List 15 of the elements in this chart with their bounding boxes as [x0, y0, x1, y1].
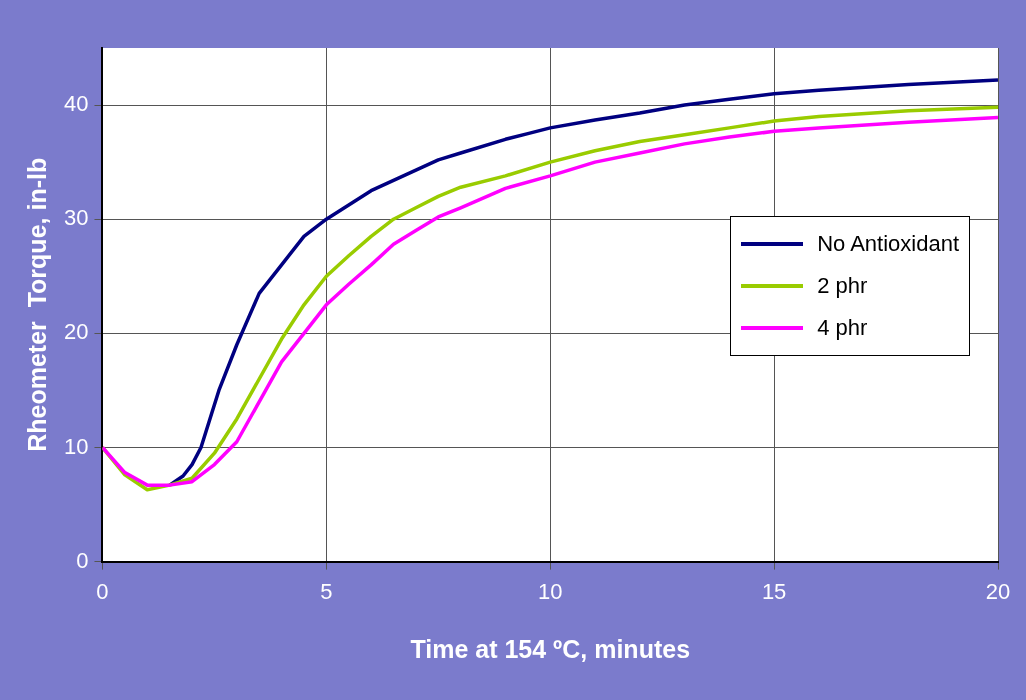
y-tick-label: 30 — [63, 205, 89, 231]
y-tick-label: 0 — [76, 547, 89, 573]
x-tick-label: 5 — [320, 578, 333, 604]
x-tick-label: 0 — [96, 578, 109, 604]
x-tick-label: 20 — [985, 578, 1011, 604]
x-tick-label: 15 — [761, 578, 787, 604]
x-axis-title: Time at 154 ºC, minutes — [410, 634, 691, 663]
y-tick-label: 40 — [63, 91, 89, 117]
y-tick-label: 20 — [63, 319, 89, 345]
y-tick-label: 10 — [63, 433, 89, 459]
legend-label: 4 phr — [817, 315, 868, 341]
legend-label: No Antioxidant — [817, 231, 959, 257]
legend-label: 2 phr — [817, 273, 868, 299]
y-axis-title: Rheometer Torque, in-lb — [22, 157, 51, 452]
x-tick-label: 10 — [537, 578, 563, 604]
